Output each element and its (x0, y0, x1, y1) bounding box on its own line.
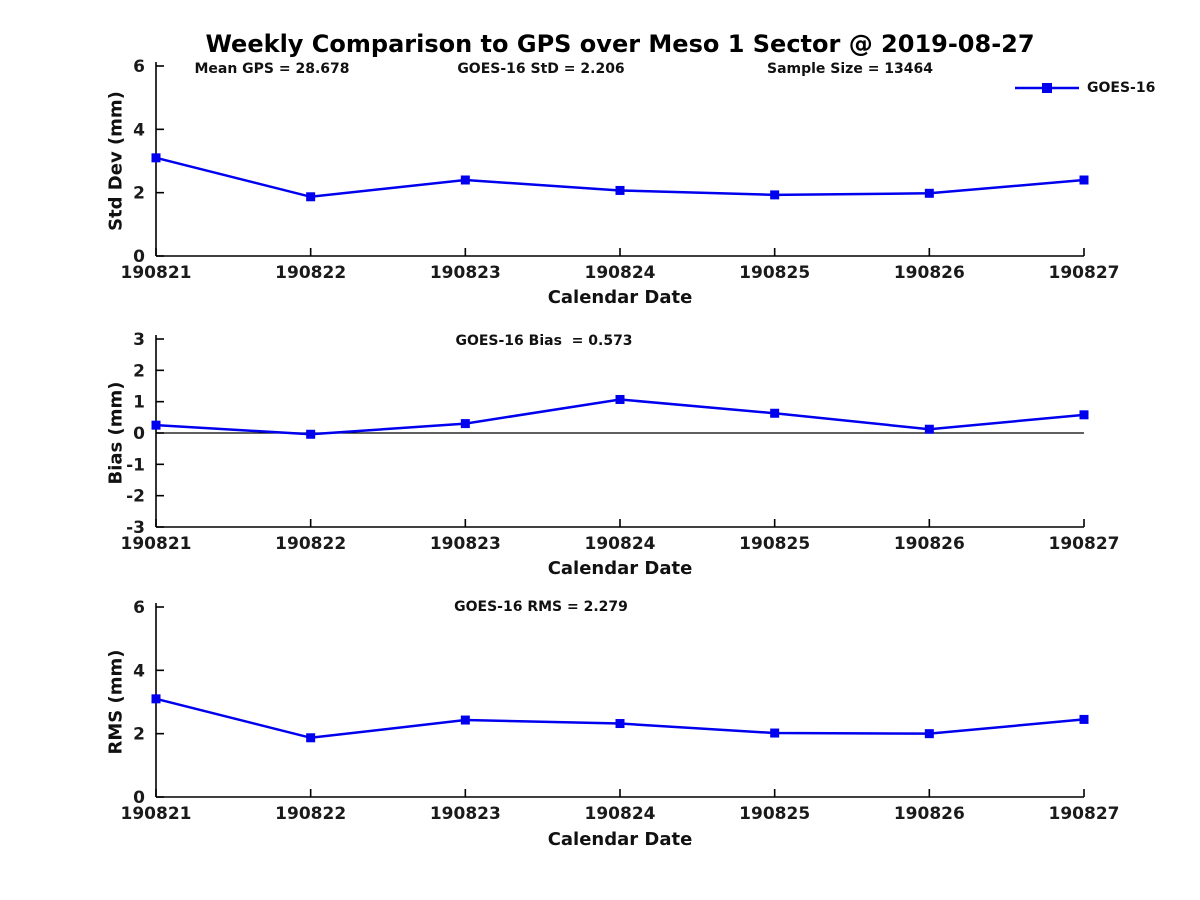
x-tick-label: 190826 (894, 263, 965, 283)
subplot-3: 0 2 4 6 190821 190822 190823 190824 190825 190826… (121, 598, 1120, 824)
data-point (924, 188, 934, 198)
x-axis-label-3: Calendar Date (547, 829, 693, 850)
y-axis-label-rms: RMS (mm) (105, 649, 127, 755)
data-point (460, 715, 470, 725)
y-tick-label: 2 (133, 361, 145, 381)
data-point (615, 394, 625, 404)
x-tick-label: 190823 (430, 804, 501, 824)
x-tick-label: 190826 (894, 534, 965, 554)
x-tick-label: 190821 (121, 263, 192, 283)
x-tick-label: 190822 (275, 534, 346, 554)
data-point (770, 728, 780, 738)
annotation-goes16-bias: GOES-16 Bias = 0.573 (455, 333, 633, 349)
x-tick-label: 190822 (275, 263, 346, 283)
x-tick-label: 190827 (1049, 804, 1120, 824)
legend-line-marker-icon (1015, 83, 1079, 93)
data-point (615, 185, 625, 195)
y-tick-label: 4 (133, 120, 145, 140)
y-axis-label-bias: Bias (mm) (105, 381, 127, 485)
data-point (460, 419, 470, 429)
subplot-2: -3 -2 -1 0 1 2 3 190821 190822 190823 190824 190825… (121, 330, 1120, 554)
data-point (615, 719, 625, 729)
y-tick-label: -2 (126, 487, 145, 507)
x-axis-label-1: Calendar Date (547, 287, 693, 308)
x-tick-label: 190827 (1049, 263, 1120, 283)
legend: GOES-16 (1014, 80, 1155, 96)
x-tick-label: 190824 (585, 534, 656, 554)
data-point (924, 729, 934, 739)
data-point (151, 420, 161, 430)
x-tick-label: 190827 (1049, 534, 1120, 554)
data-point (460, 175, 470, 185)
annotation-mean-gps: Mean GPS = 28.678 (194, 61, 350, 77)
x-tick-label: 190824 (585, 804, 656, 824)
y-tick-label: 2 (133, 725, 145, 745)
x-tick-label: 190821 (121, 534, 192, 554)
x-tick-label: 190821 (121, 804, 192, 824)
annotation-goes16-std: GOES-16 StD = 2.206 (457, 61, 625, 77)
data-point (770, 190, 780, 200)
x-tick-label: 190825 (739, 804, 810, 824)
data-point (151, 153, 161, 163)
y-tick-label: 1 (133, 393, 145, 413)
data-point (1079, 410, 1089, 420)
x-tick-label: 190823 (430, 263, 501, 283)
y-tick-label: -3 (126, 518, 145, 538)
annotation-goes16-rms: GOES-16 RMS = 2.279 (454, 599, 628, 615)
series-line (155, 398, 1085, 436)
y-tick-label: -1 (126, 455, 145, 475)
y-tick-label: 0 (133, 788, 145, 808)
data-point (306, 733, 316, 743)
data-point (306, 192, 316, 202)
subplot-1: 0 2 4 6 190821 190822 190823 190824 190825 190826… (121, 57, 1120, 283)
x-tick-label: 190825 (739, 534, 810, 554)
y-tick-label: 6 (133, 57, 145, 77)
series-line (155, 697, 1085, 740)
annotation-sample-size: Sample Size = 13464 (766, 61, 934, 77)
y-tick-label: 6 (133, 598, 145, 618)
y-tick-label: 3 (133, 330, 145, 350)
y-tick-label: 0 (133, 247, 145, 267)
x-tick-label: 190824 (585, 263, 656, 283)
data-point (770, 408, 780, 418)
y-tick-label: 0 (133, 424, 145, 444)
y-tick-label: 4 (133, 661, 145, 681)
data-point (151, 694, 161, 704)
data-point (306, 429, 316, 439)
data-point (1079, 714, 1089, 724)
y-tick-label: 2 (133, 184, 145, 204)
y-axis-label-std-dev: Std Dev (mm) (105, 91, 127, 231)
x-tick-label: 190825 (739, 263, 810, 283)
data-point (924, 424, 934, 434)
data-point (1079, 175, 1089, 185)
x-tick-label: 190823 (430, 534, 501, 554)
legend-label: GOES-16 (1087, 80, 1156, 96)
chart-title: Weekly Comparison to GPS over Meso 1 Sec… (205, 30, 1035, 58)
x-tick-label: 190822 (275, 804, 346, 824)
x-tick-label: 190826 (894, 804, 965, 824)
x-axis-label-2: Calendar Date (547, 558, 693, 579)
